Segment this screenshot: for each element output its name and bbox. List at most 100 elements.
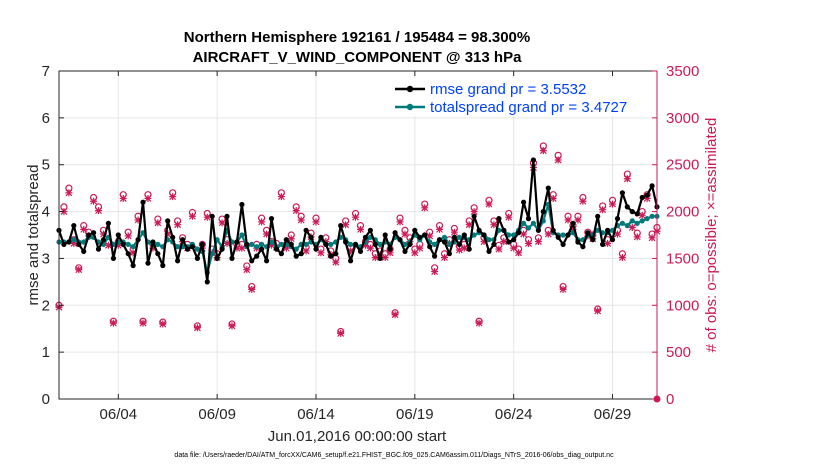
obs-assimilated-marker [426,232,434,240]
totalspread-point [130,244,136,250]
obs-assimilated-marker [643,194,651,202]
rmse-point [288,241,294,247]
obs-assimilated-marker [154,219,162,227]
totalspread-point [624,223,630,229]
rmse-point [382,232,388,238]
obs-assimilated-marker [287,235,295,243]
rmse-point [318,234,324,240]
obs-assimilated-marker [579,197,587,205]
obs-assimilated-marker [169,193,177,201]
obs-assimilated-marker [638,211,646,219]
totalspread-point [303,241,309,247]
obs-assimilated-marker [386,249,394,257]
rmse-point [140,199,146,205]
obs-assimilated-marker [297,216,305,224]
rmse-point [180,237,186,243]
obs-assimilated-marker [188,212,196,220]
obs-assimilated-marker [371,253,379,261]
data-file-footer: data file: /Users/raeder/DAI/ATM_forcXX/… [174,452,614,459]
rmse-point [352,241,359,247]
rmse-point [348,258,354,264]
rmse-point [476,227,482,233]
rmse-point [105,220,111,226]
rmse-point [209,213,215,219]
rmse-point [189,244,195,250]
obs-assimilated-marker [411,249,419,257]
rmse-point [357,248,364,254]
rmse-point [471,213,477,219]
rmse-point [219,246,225,252]
rmse-point [649,183,655,189]
obs-assimilated-marker [609,200,617,208]
x-tick-label: 06/09 [198,406,236,423]
rmse-point [422,232,428,238]
obs-assimilated-marker [277,193,285,201]
obs-assimilated-marker [485,200,493,208]
rmse-point [545,185,551,191]
obs-assimilated-marker [268,241,276,249]
rmse-point [585,230,591,236]
obs-assimilated-marker [149,244,157,252]
rmse-point [540,209,546,215]
rmse-point [150,239,156,245]
rmse-point [392,230,398,236]
obs-assimilated-marker [436,225,444,233]
obs-assimilated-marker [604,239,612,247]
rmse-point [308,234,314,240]
rmse-point [125,251,131,257]
obs-assimilated-marker [302,247,310,255]
rmse-point [135,237,141,243]
rmse-point [461,232,467,238]
rmse-point [224,213,230,219]
totalspread-point [71,237,77,243]
rmse-point [199,241,205,247]
rmse-point [614,216,621,222]
rmse-point [432,253,438,259]
rmse-point [194,255,200,261]
legend-rmse-label: rmse grand pr = 3.5532 [430,81,586,98]
rmse-point [407,241,413,247]
rmse-point [530,157,537,163]
x-tick-label: 06/04 [100,406,138,423]
obs-assimilated-marker [500,238,508,246]
rmse-point [605,227,611,233]
rmse-point [254,253,260,259]
rmse-point [76,241,82,247]
rmse-point [293,253,299,259]
rmse-point [456,241,462,247]
rmse-point [170,234,176,240]
obs-assimilated-marker [599,206,607,214]
rmse-point [283,237,289,243]
obs-assimilated-marker [193,324,201,332]
rmse-point [115,232,121,238]
obs-assimilated-marker [648,234,656,242]
obs-assimilated-marker [228,322,236,330]
rmse-point [560,241,566,247]
rmse-point [639,194,645,201]
obs-assimilated-marker [352,213,360,221]
obs-assimilated-marker [391,311,399,319]
rmse-point [402,248,408,254]
rmse-point [110,255,116,261]
obs-assimilated-marker [114,241,122,249]
obs-assimilated-marker [495,245,503,253]
obs-assimilated-marker [134,216,142,224]
totalspread-point [471,232,477,238]
rmse-point [367,227,373,233]
totalspread-point [259,241,265,247]
rmse-point [175,258,181,264]
obs-assimilated-marker [416,244,424,252]
obs-assimilated-marker [623,175,631,183]
rmse-point [333,251,339,257]
obs-assimilated-marker [317,249,325,257]
rmse-point [323,241,329,247]
obs-assimilated-marker [312,218,320,226]
obs-assimilated-marker [460,244,468,252]
obs-assimilated-marker [440,253,448,261]
x-axis-label: Jun.01,2016 00:00:00 start [268,428,447,445]
rmse-point [278,251,284,257]
rmse-point [130,262,136,269]
rmse-point [619,190,626,196]
obs-assimilated-marker [564,216,572,224]
